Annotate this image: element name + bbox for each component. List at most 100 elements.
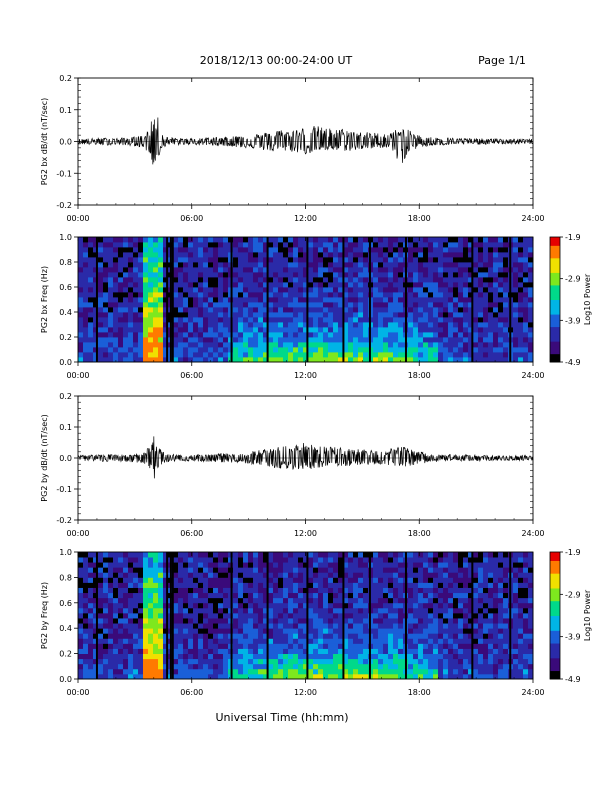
spectrogram-cell <box>433 633 438 638</box>
spectrogram-cell <box>83 347 88 352</box>
spectrogram-cell <box>293 577 298 582</box>
spectrogram-cell <box>203 337 208 342</box>
spectrogram-cell <box>433 262 438 267</box>
spectrogram-cell <box>98 603 103 608</box>
spectrogram-cell <box>98 267 103 272</box>
spectrogram-cell <box>318 654 323 659</box>
spectrogram-cell <box>308 593 313 598</box>
spectrogram-cell <box>258 654 263 659</box>
spectrogram-cell <box>443 633 448 638</box>
spectrogram-cell <box>423 322 428 327</box>
spectrogram-cell <box>333 292 338 297</box>
spectrogram-cell <box>273 347 278 352</box>
spectrogram-cell <box>218 613 223 618</box>
spectrogram-cell <box>198 608 203 613</box>
spectrogram-cell <box>283 297 288 302</box>
spectrogram-cell <box>333 237 338 242</box>
spectrogram-cell <box>103 302 108 307</box>
spectrogram-cell <box>463 307 468 312</box>
spectrogram-cell <box>118 603 123 608</box>
spectrogram-cell <box>98 257 103 262</box>
spectrogram-cell <box>383 588 388 593</box>
spectrogram-cell <box>233 257 238 262</box>
x-tick-label: 24:00 <box>521 371 544 380</box>
spectrogram-cell <box>493 272 498 277</box>
spectrogram-cell <box>523 282 528 287</box>
spectrogram-cell <box>433 247 438 252</box>
spectrogram-cell <box>258 557 263 562</box>
spectrogram-cell <box>433 302 438 307</box>
spectrogram-cell <box>243 352 248 357</box>
spectrogram-cell <box>123 292 128 297</box>
spectrogram-cell <box>433 342 438 347</box>
spectrogram-cell <box>223 352 228 357</box>
spectrogram-cell <box>463 608 468 613</box>
spectrogram-cell <box>208 242 213 247</box>
y-tick-label: 0.2 <box>59 333 72 342</box>
spectrogram-cell <box>278 262 283 267</box>
spectrogram-cell <box>208 588 213 593</box>
spectrogram-cell <box>233 347 238 352</box>
spectrogram-cell <box>308 633 313 638</box>
spectrogram-cell <box>518 618 523 623</box>
spectrogram-cell <box>358 649 363 654</box>
spectrogram-cell <box>518 347 523 352</box>
spectrogram-cell <box>408 347 413 352</box>
spectrogram-cell <box>158 297 163 302</box>
spectrogram-cell <box>253 292 258 297</box>
spectrogram-cell <box>348 267 353 272</box>
spectrogram-cell <box>308 608 313 613</box>
spectrogram-cell <box>113 628 118 633</box>
spectrogram-cell <box>438 292 443 297</box>
spectrogram-cell <box>498 567 503 572</box>
spectrogram-cell <box>408 342 413 347</box>
spectrogram-cell <box>143 277 148 282</box>
spectrogram-cell <box>198 237 203 242</box>
spectrogram-cell <box>198 588 203 593</box>
spectrogram-cell <box>183 608 188 613</box>
spectrogram-cell <box>498 649 503 654</box>
spectrogram-cell <box>348 623 353 628</box>
spectrogram-cell <box>203 552 208 557</box>
spectrogram-cell <box>138 572 143 577</box>
spectrogram-cell <box>388 347 393 352</box>
spectrogram-cell <box>148 557 153 562</box>
spectrogram-cell <box>423 649 428 654</box>
spectrogram-cell <box>78 613 83 618</box>
spectrogram-cell <box>293 267 298 272</box>
spectrogram-cell <box>308 623 313 628</box>
spectrogram-cell <box>463 618 468 623</box>
spectrogram-cell <box>298 659 303 664</box>
spectrogram-cell <box>438 623 443 628</box>
spectrogram-cell <box>398 332 403 337</box>
spectrogram-cell <box>478 322 483 327</box>
spectrogram-cell <box>118 664 123 669</box>
spectrogram-cell <box>223 633 228 638</box>
spectrogram-cell <box>273 582 278 587</box>
spectrogram-cell <box>333 307 338 312</box>
spectrogram-cell <box>268 669 273 674</box>
spectrogram-cell <box>513 623 518 628</box>
spectrogram-cell <box>493 552 498 557</box>
spectrogram-cell <box>78 257 83 262</box>
spectrogram-cell <box>238 593 243 598</box>
spectrogram-cell <box>183 307 188 312</box>
spectrogram-cell <box>133 242 138 247</box>
spectrogram-cell <box>513 332 518 337</box>
spectrogram-cell <box>258 317 263 322</box>
spectrogram-cell <box>103 613 108 618</box>
spectrogram-cell <box>283 669 288 674</box>
spectrogram-cell <box>428 277 433 282</box>
spectrogram-cell <box>283 342 288 347</box>
spectrogram-cell <box>158 608 163 613</box>
spectrogram-cell <box>348 337 353 342</box>
spectrogram-cell <box>408 593 413 598</box>
spectrogram-cell <box>443 552 448 557</box>
spectrogram-cell <box>463 664 468 669</box>
spectrogram-cell <box>133 603 138 608</box>
spectrogram-cell <box>293 282 298 287</box>
spectrogram-cell <box>83 588 88 593</box>
spectrogram-cell <box>208 317 213 322</box>
spectrogram-cell <box>253 633 258 638</box>
